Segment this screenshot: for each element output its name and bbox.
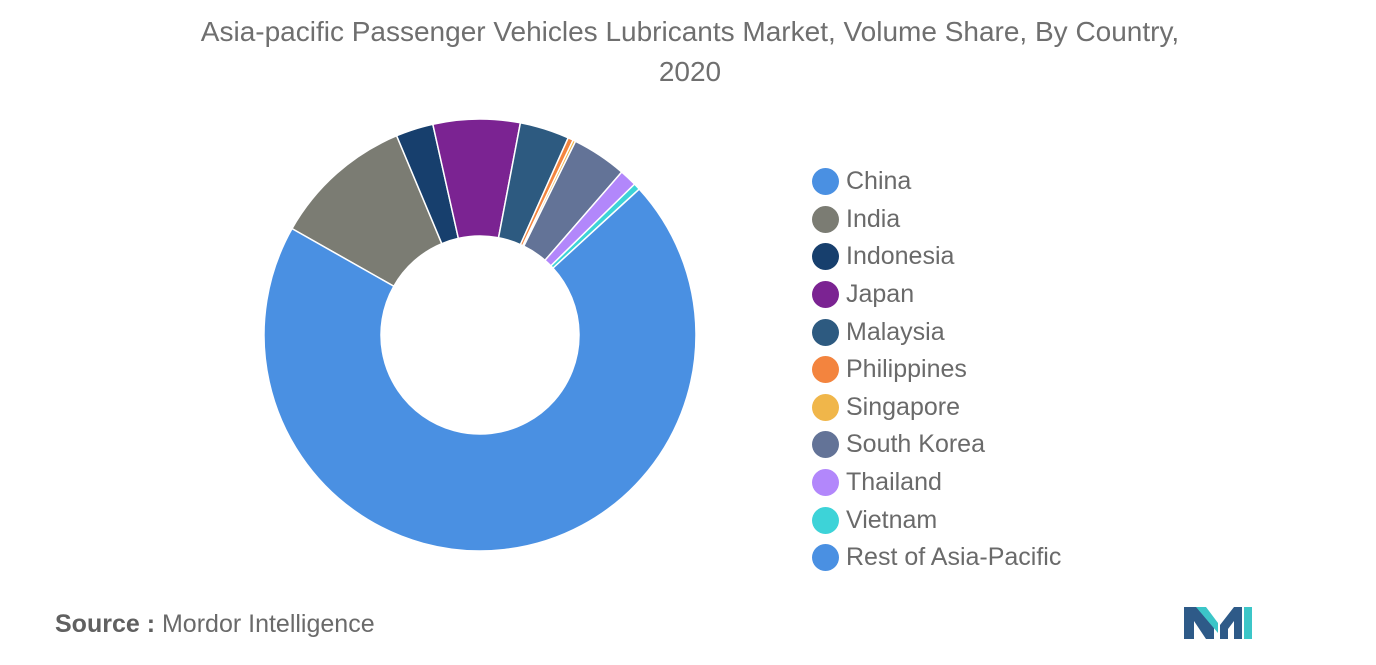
legend-item-india: India — [812, 201, 1061, 239]
legend-item-japan: Japan — [812, 276, 1061, 314]
legend-item-china: China — [812, 163, 1061, 201]
legend-item-vietnam: Vietnam — [812, 501, 1061, 539]
mordor-intelligence-logo-icon — [1184, 607, 1252, 639]
legend-swatch-china — [812, 168, 839, 196]
legend-swatch-philippines — [812, 356, 839, 384]
legend-swatch-japan — [812, 281, 839, 309]
legend-item-thailand: Thailand — [812, 464, 1061, 502]
legend-item-indonesia: Indonesia — [812, 238, 1061, 276]
chart-legend: China India Indonesia Japan Malaysia Philippi… — [812, 163, 1061, 577]
legend-item-south-korea: South Korea — [812, 426, 1061, 464]
legend-label-singapore: Singapore — [846, 392, 960, 421]
legend-swatch-vietnam — [812, 506, 839, 534]
legend-swatch-thailand — [812, 469, 839, 497]
legend-label-china: China — [846, 167, 912, 196]
source-label: Source : — [55, 610, 156, 638]
legend-label-india: India — [846, 204, 901, 233]
legend-label-malaysia: Malaysia — [846, 317, 945, 346]
legend-label-rest-of-asia-pacific: Rest of Asia-Pacific — [846, 543, 1062, 572]
legend-swatch-singapore — [812, 393, 839, 421]
legend-swatch-malaysia — [812, 318, 839, 346]
source-note: Source : Mordor Intelligence — [55, 610, 375, 639]
legend-swatch-india — [812, 205, 839, 233]
legend-item-rest-of-asia-pacific: Rest of Asia-Pacific — [812, 539, 1061, 577]
legend-item-philippines: Philippines — [812, 351, 1061, 389]
legend-swatch-rest-of-asia-pacific — [812, 544, 839, 572]
legend-item-malaysia: Malaysia — [812, 313, 1061, 351]
legend-item-singapore: Singapore — [812, 389, 1061, 427]
legend-swatch-south-korea — [812, 431, 839, 459]
slice-rest-of-asia-pacific — [263, 188, 697, 552]
legend-label-indonesia: Indonesia — [846, 242, 955, 271]
source-text: Mordor Intelligence — [161, 610, 375, 638]
chart-title: Asia-pacific Passenger Vehicles Lubrican… — [200, 16, 1180, 87]
legend-label-philippines: Philippines — [846, 355, 967, 384]
legend-label-vietnam: Vietnam — [846, 505, 938, 534]
legend-swatch-indonesia — [812, 243, 839, 271]
legend-label-south-korea: South Korea — [846, 430, 985, 459]
legend-label-thailand: Thailand — [846, 468, 942, 497]
legend-label-japan: Japan — [846, 280, 915, 309]
